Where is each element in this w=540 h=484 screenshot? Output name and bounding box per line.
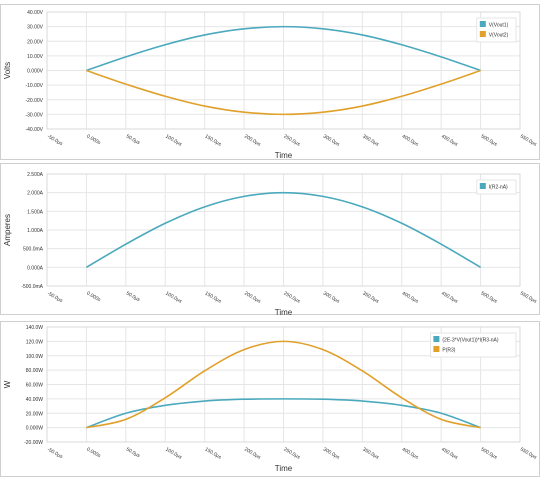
y-tick-label: 30.00V xyxy=(27,25,44,31)
y-tick-label: 500.0mA xyxy=(23,247,44,253)
y-tick-label: 80.00W xyxy=(26,368,44,374)
y-tick-label: 2.500A xyxy=(27,172,44,178)
legend-label: V(Vout2) xyxy=(489,32,509,38)
legend-swatch xyxy=(433,346,440,352)
legend-label: P(R3) xyxy=(442,347,455,353)
chart-panel-2: -500.0mA 0.000A 500.0mA 1.000A 1.500A 2.000A 2… xyxy=(0,163,540,317)
y-axis-label: Volts xyxy=(3,62,12,79)
y-tick-label: 40.00W xyxy=(26,397,44,403)
legend-swatch xyxy=(479,183,486,189)
legend-box xyxy=(429,332,517,358)
y-tick-label: 40.00V xyxy=(27,10,44,16)
series-line xyxy=(86,69,481,116)
chart-card xyxy=(0,163,540,315)
legend: I(R2-nA) xyxy=(476,179,517,195)
y-tick-label: 2.000A xyxy=(27,191,44,197)
y-tick-label: 10.00V xyxy=(27,54,44,60)
y-axis-label: W xyxy=(3,380,12,388)
plot-area xyxy=(46,11,521,130)
y-tick-label: 0.000V xyxy=(27,69,44,75)
y-axis-label: Amperes xyxy=(3,214,12,246)
y-tick-label: 140.0W xyxy=(26,325,44,331)
y-tick-label: 20.00W xyxy=(26,411,44,417)
legend-label: V(Vout1) xyxy=(489,22,509,28)
y-tick-label: 1.000A xyxy=(27,228,44,234)
legend: V(Vout1) V(Vout2) xyxy=(476,17,517,43)
legend-box xyxy=(476,179,517,195)
plot-area xyxy=(46,326,521,443)
x-axis-label: Time xyxy=(275,464,293,473)
legend: (2E-3*V(Vout1))*I(R3-nA) P(R3) xyxy=(429,332,517,358)
legend-label: I(R2-nA) xyxy=(489,184,508,190)
chart-panel-1: -40.00V -30.00V -20.00V -10.00V 0.000V 10.00V… xyxy=(0,4,540,160)
plot-area xyxy=(46,173,521,287)
series-line xyxy=(86,25,481,72)
y-tick-label: 0.000W xyxy=(26,426,44,432)
legend-swatch xyxy=(479,21,486,27)
y-tick-label: -10.00V xyxy=(25,83,43,89)
series-line xyxy=(86,398,481,429)
y-tick-label: -40.00V xyxy=(25,127,43,133)
x-axis-label: Time xyxy=(275,151,293,160)
y-tick-label: 100.0W xyxy=(26,354,44,360)
chart-card xyxy=(0,4,540,160)
series-line xyxy=(86,191,481,269)
y-tick-label: 0.000A xyxy=(27,265,44,271)
legend-swatch xyxy=(433,336,440,342)
y-tick-label: -500.0mA xyxy=(21,284,43,290)
x-axis-label: Time xyxy=(275,308,293,317)
y-tick-label: 60.00W xyxy=(26,383,44,389)
y-tick-label: -30.00V xyxy=(25,112,43,118)
series-line xyxy=(86,340,481,429)
legend-label: (2E-3*V(Vout1))*I(R3-nA) xyxy=(442,337,498,343)
legend-swatch xyxy=(479,31,486,37)
chart-panel-3: -20.00W 0.000W 20.00W 40.00W 60.00W 80.00W 100… xyxy=(0,321,540,477)
y-tick-label: 120.0W xyxy=(26,339,44,345)
y-tick-label: 1.500A xyxy=(27,209,44,215)
y-tick-label: -20.00W xyxy=(24,440,43,446)
y-tick-label: 20.00V xyxy=(27,39,44,45)
y-tick-label: -20.00V xyxy=(25,98,43,104)
